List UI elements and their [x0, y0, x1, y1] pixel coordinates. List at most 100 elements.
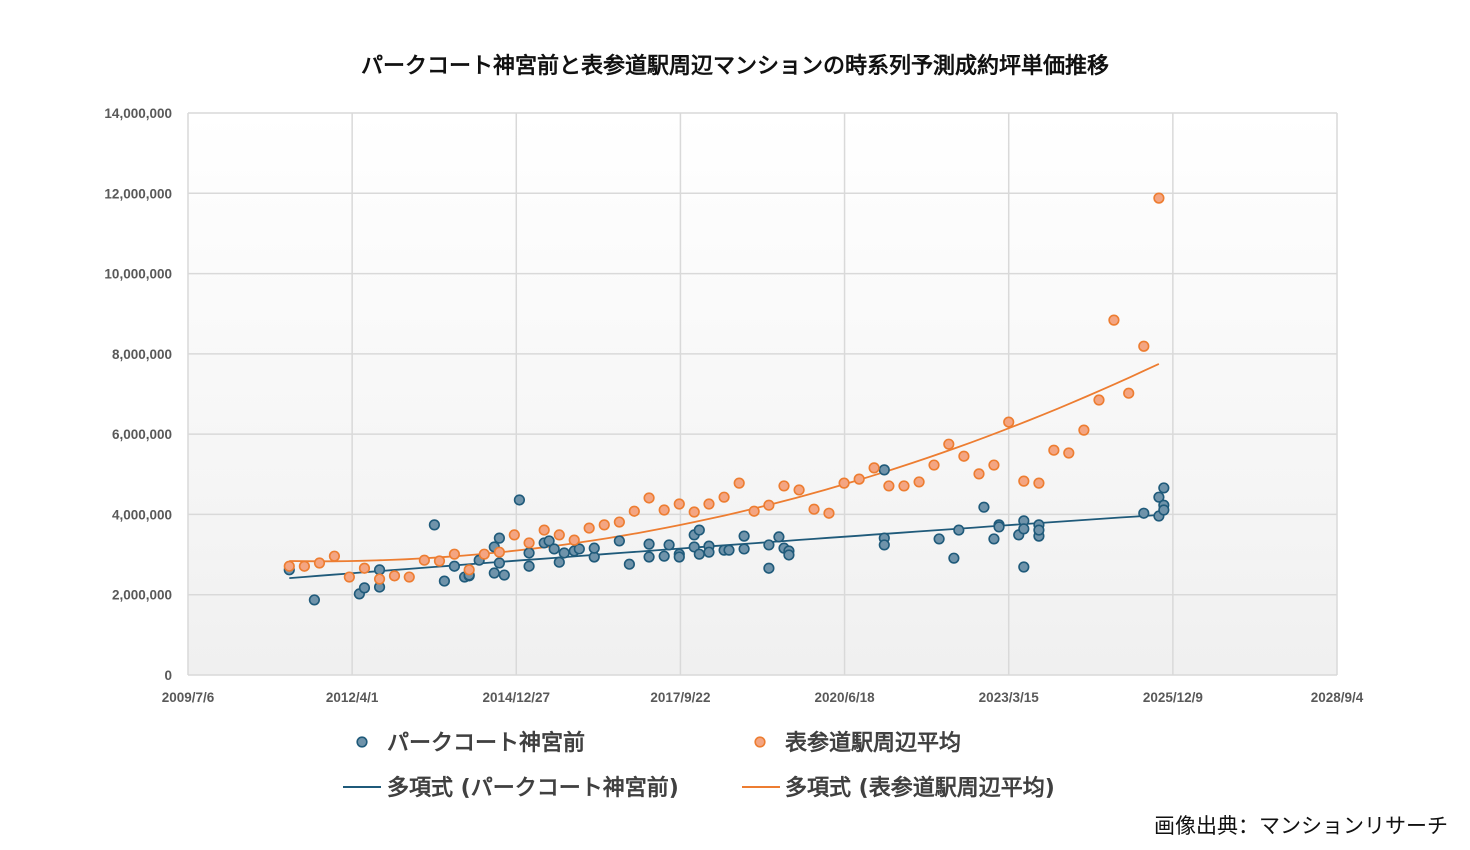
point-series-0 — [723, 544, 735, 556]
gridlines — [187, 112, 1338, 676]
point-series-1 — [1093, 394, 1105, 406]
point-series-1 — [1138, 340, 1150, 352]
trendline-series-1 — [289, 363, 1160, 563]
point-series-1 — [973, 468, 985, 480]
point-series-1 — [433, 555, 446, 567]
point-series-1 — [1108, 314, 1120, 326]
point-series-1 — [883, 480, 895, 492]
point-series-0 — [948, 552, 960, 564]
point-series-0 — [663, 539, 675, 551]
legend-marker-series-0 — [356, 736, 368, 748]
point-series-0 — [878, 539, 890, 551]
y-tick-label: 6,000,000 — [112, 427, 172, 442]
x-tick-label: 2028/9/4 — [1311, 690, 1364, 705]
point-series-0 — [513, 494, 526, 506]
point-series-1 — [688, 506, 700, 518]
point-series-0 — [643, 538, 655, 550]
point-series-0 — [673, 551, 685, 563]
point-series-1 — [898, 480, 910, 492]
point-series-1 — [988, 459, 1000, 471]
point-series-0 — [1158, 482, 1170, 494]
point-series-0 — [493, 557, 505, 569]
point-series-1 — [778, 480, 790, 492]
point-series-1 — [568, 534, 580, 546]
point-series-1 — [508, 529, 520, 541]
point-series-0 — [573, 543, 585, 555]
point-series-0 — [1138, 507, 1150, 519]
point-series-1 — [613, 516, 625, 528]
point-series-0 — [373, 564, 386, 576]
point-series-0 — [1018, 561, 1030, 573]
point-series-1 — [928, 459, 940, 471]
point-series-1 — [493, 546, 505, 558]
point-series-1 — [868, 462, 880, 474]
point-series-1 — [358, 562, 371, 574]
point-series-0 — [308, 594, 320, 606]
point-series-1 — [1123, 387, 1135, 399]
point-series-0 — [763, 539, 775, 551]
legend-marker-series-1 — [754, 736, 766, 748]
point-series-1 — [958, 450, 970, 462]
point-series-1 — [1063, 447, 1075, 459]
y-tick-label: 0 — [164, 668, 172, 683]
legend-label-trend-0: 多項式 (パークコート神宮前) — [387, 775, 679, 801]
point-series-0 — [703, 546, 715, 558]
point-series-0 — [693, 548, 705, 560]
legend-label-series-0: パークコート神宮前 — [387, 730, 585, 756]
point-series-0 — [438, 575, 450, 587]
point-series-1 — [628, 505, 640, 517]
point-series-0 — [738, 530, 750, 542]
point-series-1 — [943, 438, 955, 450]
point-series-0 — [448, 560, 461, 572]
point-series-0 — [553, 556, 565, 568]
point-series-1 — [538, 524, 550, 536]
chart-title: パークコート神宮前と表参道駅周辺マンションの時系列予測成約坪単価推移 — [361, 53, 1109, 79]
point-series-1 — [793, 484, 805, 496]
point-series-0 — [613, 535, 625, 547]
x-tick-label: 2014/12/27 — [482, 690, 550, 705]
point-series-1 — [823, 507, 835, 519]
point-series-1 — [478, 548, 490, 560]
point-series-1 — [658, 504, 670, 516]
y-tick-label: 2,000,000 — [112, 588, 172, 603]
point-series-1 — [718, 491, 730, 503]
point-series-1 — [1003, 416, 1015, 428]
point-series-0 — [773, 531, 785, 543]
point-series-1 — [403, 571, 415, 583]
point-series-0 — [523, 560, 535, 572]
point-series-1 — [673, 498, 685, 510]
point-series-1 — [388, 570, 401, 582]
legend-label-series-1: 表参道駅周辺平均 — [785, 730, 961, 756]
point-series-1 — [1033, 477, 1045, 489]
point-series-0 — [623, 558, 635, 570]
point-series-0 — [978, 501, 990, 513]
point-series-1 — [808, 503, 820, 515]
point-series-1 — [838, 477, 850, 489]
point-series-1 — [283, 560, 295, 572]
legend-label-trend-1: 多項式 (表参道駅周辺平均) — [785, 775, 1055, 801]
point-series-0 — [488, 567, 500, 579]
point-series-1 — [1018, 475, 1030, 487]
point-series-0 — [763, 562, 775, 574]
point-series-1 — [1048, 444, 1060, 456]
point-series-0 — [523, 547, 535, 559]
point-series-1 — [583, 522, 595, 534]
point-series-1 — [373, 573, 386, 585]
point-series-1 — [523, 537, 535, 549]
point-series-1 — [598, 519, 610, 531]
y-tick-label: 12,000,000 — [104, 186, 172, 201]
point-series-1 — [763, 499, 775, 511]
x-tick-label: 2023/3/15 — [979, 690, 1040, 705]
point-series-1 — [313, 557, 326, 569]
y-tick-label: 14,000,000 — [104, 106, 172, 121]
point-series-1 — [703, 498, 715, 510]
point-series-1 — [343, 571, 355, 583]
x-tick-label: 2017/9/22 — [650, 690, 710, 705]
point-series-0 — [993, 521, 1005, 533]
point-series-0 — [558, 547, 570, 559]
point-series-1 — [448, 548, 461, 560]
point-series-0 — [428, 519, 440, 531]
point-series-1 — [553, 529, 565, 541]
point-series-0 — [498, 569, 510, 581]
